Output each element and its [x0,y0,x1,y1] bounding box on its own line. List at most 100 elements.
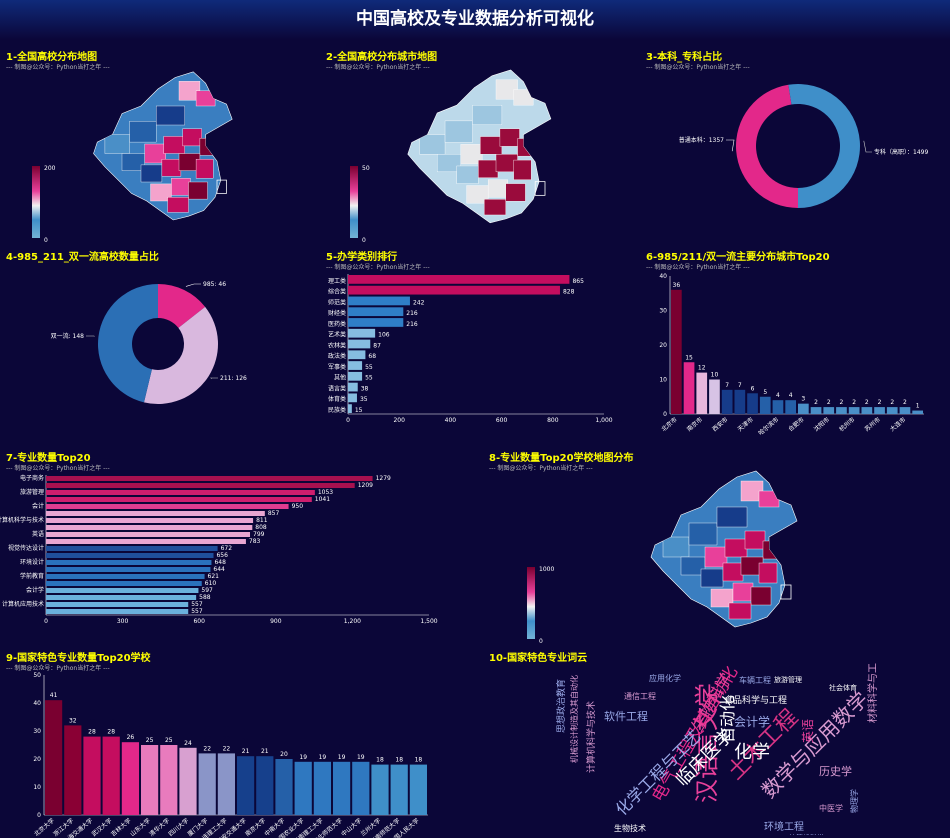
pie-label-line [185,283,201,287]
y-tick-label: 环境设计 [20,558,44,566]
bar-value-label: 588 [199,594,211,601]
panel-title: 3-本科_专科占比 [646,52,723,63]
pie-chart-degree-ratio[interactable]: 普通本科：1357 专科（高职）：1499 [646,48,946,243]
x-tick-label: 沈阳市 [812,415,831,433]
pie-label: 双一流: 148 [51,332,85,340]
bar [46,609,189,614]
y-tick-label: 政法类 [328,352,346,360]
map-region [199,138,218,156]
bar [46,497,312,502]
bar-value-label: 35 [360,396,368,403]
y-tick-label: 其他 [334,374,346,382]
bar [348,339,371,349]
bar-chart-major-count[interactable]: 0 300 600 900 1,200 1,500 1279 电子商务 1209 1053 旅游管理… [0,449,476,644]
map-region [104,134,130,154]
x-tick-label: 中山大学 [340,816,364,838]
bar [836,407,847,414]
bar-value-label: 1279 [376,475,391,482]
bar-value-label: 68 [368,353,376,360]
y-tick-label: 30 [33,728,41,735]
x-tick-label: 清华大学 [148,816,172,838]
pie-chart-985-211[interactable]: 985: 46 211: 126 双一流: 148 [6,248,306,443]
bar-value-label: 811 [256,517,268,524]
bar [46,581,202,586]
x-tick-label: 600 [496,417,508,424]
bar-value-label: 557 [191,608,203,615]
map-region [167,197,189,213]
y-tick-label: 20 [33,756,41,763]
bar-value-label: 21 [242,748,250,755]
bar [759,396,771,414]
china-city-map[interactable]: 50 0 [326,48,626,244]
map-region [758,562,778,584]
bar-chart-school-category[interactable]: 0 200 400 600 800 1,000 865 理工类 828 综合类 242 师范类 216 财… [326,248,626,443]
bar [861,407,873,414]
visualmap-min: 0 [362,237,366,244]
map-region [716,506,748,528]
cloud-word: 物理学 [850,789,859,813]
cloud-word: 英语 [801,718,815,743]
panel-9: 9-国家特色专业数量Top20学校 --- 制图@公众号：Python当打之年 … [6,649,476,838]
x-tick-label: 900 [270,618,282,625]
pie-label: 专科（高职）：1499 [874,148,928,156]
bar [313,761,331,815]
bar-value-label: 242 [413,299,425,306]
bar [721,389,733,414]
bar-value-label: 19 [299,754,307,761]
pie-slice [97,284,158,403]
panel-subtitle: --- 制图@公众号：Python当打之年 --- [326,264,430,271]
panel-title: 5-办学类别排行 [326,252,398,263]
pie-slice [158,284,206,328]
bar-value-label: 950 [292,503,304,510]
word-cloud[interactable]: 汉语言文学 土木工程 数学与应用数学 电气工程及其自动化 化学工程与工艺 临床医学 生物科学… [549,663,884,835]
cloud-word: 机械设计制造及其自动化 [570,675,579,763]
bar [671,289,682,414]
visualmap-min: 0 [539,638,543,645]
bar-chart-feature-major-schools[interactable]: 0102030405041北京大学32浙江大学28上海交通大学28武汉大学26吉… [6,649,476,838]
pie-label: 普通本科：1357 [679,136,724,144]
bar-value-label: 10 [711,372,719,379]
x-tick-label: 600 [193,618,205,625]
bar-value-label: 2 [890,399,894,406]
bar-value-label: 557 [191,601,203,608]
map-region [499,128,520,147]
cloud-word: 食品科学与工程 [724,696,788,706]
bar-value-label: 106 [378,332,390,339]
bar-value-label: 2 [878,399,882,406]
bar [348,404,352,413]
y-tick-label: 10 [33,784,41,791]
panel-title: 10-国家特色专业词云 [489,653,588,664]
bar-value-label: 2 [865,399,869,406]
bar [46,574,205,579]
map-region [195,159,214,179]
cloud-word: 材料科学与工程 [868,663,879,723]
x-tick-label: 300 [117,618,129,625]
bar-value-label: 644 [213,566,225,573]
panel-subtitle: --- 制图@公众号：Python当打之年 --- [6,665,110,672]
bar [848,407,860,414]
y-tick-label: 0 [37,812,41,819]
x-tick-label: 天津市 [736,415,755,433]
panel-title: 2-全国高校分布城市地图 [326,52,438,63]
panel-subtitle: --- 制图@公众号：Python当打之年 --- [646,64,750,71]
map-region [163,136,185,154]
china-top-school-map[interactable]: 1000 0 [489,449,944,645]
bar-value-label: 22 [203,745,211,752]
panel-title: 9-国家特色专业数量Top20学校 [6,653,151,664]
bar [46,539,246,544]
bar-value-label: 36 [673,282,681,289]
bar-value-label: 32 [69,717,77,724]
bar [348,393,357,403]
map-region [156,105,185,126]
page-title: 中国高校及专业数据分析可视化 [356,9,594,29]
cloud-word: 环境工程 [764,822,804,833]
map-region [688,522,718,546]
map-region [444,120,473,143]
x-tick-label: 南京市 [685,415,704,433]
bar-value-label: 2 [814,399,818,406]
bar [390,764,408,815]
bar-value-label: 2 [903,399,907,406]
bar-value-label: 656 [216,552,228,559]
